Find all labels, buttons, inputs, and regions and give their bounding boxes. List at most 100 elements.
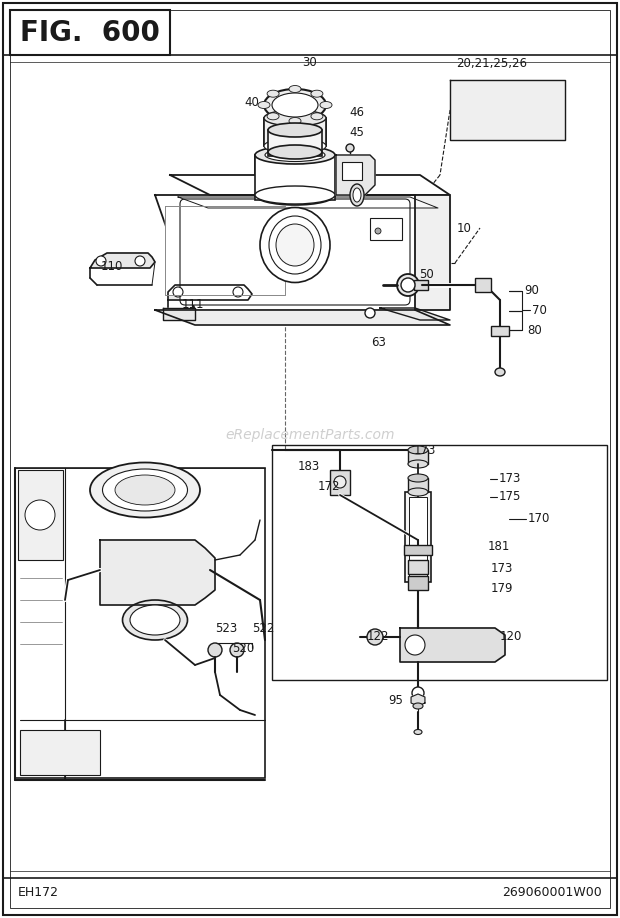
Ellipse shape: [255, 146, 335, 164]
Text: 173: 173: [499, 473, 521, 486]
Text: 179: 179: [491, 583, 513, 596]
Bar: [272, 445, 607, 680]
Circle shape: [96, 256, 106, 266]
Ellipse shape: [408, 460, 428, 468]
Text: 122: 122: [367, 631, 389, 644]
Text: 522: 522: [252, 621, 275, 634]
Ellipse shape: [353, 188, 361, 202]
Ellipse shape: [408, 446, 428, 454]
Text: 95: 95: [388, 693, 403, 707]
Bar: [370, 218, 402, 240]
Ellipse shape: [276, 224, 314, 266]
Bar: [491, 326, 509, 336]
Ellipse shape: [264, 89, 326, 121]
Bar: [18, 470, 63, 560]
Text: 110: 110: [101, 261, 123, 274]
Ellipse shape: [102, 469, 187, 511]
Polygon shape: [165, 206, 285, 295]
Text: 45: 45: [349, 127, 364, 140]
Bar: [15, 468, 265, 778]
Ellipse shape: [255, 186, 335, 204]
Ellipse shape: [267, 90, 279, 97]
Ellipse shape: [123, 600, 187, 640]
Polygon shape: [155, 310, 450, 325]
Bar: [404, 545, 432, 555]
Text: 80: 80: [527, 323, 542, 337]
Ellipse shape: [115, 475, 175, 505]
Text: 120: 120: [500, 631, 523, 644]
Polygon shape: [100, 540, 215, 605]
Text: 269060001W00: 269060001W00: [502, 887, 602, 900]
Bar: [408, 560, 428, 574]
Bar: [10, 10, 170, 55]
Bar: [264, 118, 326, 146]
Bar: [409, 497, 427, 577]
Ellipse shape: [264, 110, 326, 126]
Circle shape: [173, 287, 183, 297]
Text: 70: 70: [532, 305, 547, 318]
Bar: [408, 576, 428, 590]
Ellipse shape: [311, 113, 323, 120]
Polygon shape: [155, 195, 450, 310]
Text: 111: 111: [182, 298, 205, 311]
Ellipse shape: [268, 123, 322, 137]
Ellipse shape: [269, 216, 321, 274]
Ellipse shape: [260, 207, 330, 283]
Circle shape: [230, 643, 244, 657]
Ellipse shape: [264, 138, 326, 154]
Circle shape: [365, 308, 375, 318]
Bar: [268, 130, 322, 156]
Polygon shape: [168, 285, 252, 300]
Text: 40: 40: [244, 96, 259, 109]
Polygon shape: [178, 197, 438, 208]
Text: 30: 30: [302, 57, 317, 70]
FancyBboxPatch shape: [180, 199, 410, 305]
Ellipse shape: [408, 474, 428, 482]
Text: 175: 175: [499, 490, 521, 503]
Ellipse shape: [334, 476, 346, 488]
Text: 173: 173: [414, 443, 436, 456]
Polygon shape: [163, 308, 195, 320]
Ellipse shape: [90, 463, 200, 518]
Circle shape: [375, 228, 381, 234]
Polygon shape: [380, 308, 450, 320]
Ellipse shape: [25, 500, 55, 530]
Ellipse shape: [258, 102, 270, 108]
Text: 173: 173: [491, 563, 513, 576]
Ellipse shape: [265, 149, 325, 162]
Polygon shape: [411, 694, 425, 706]
Ellipse shape: [289, 118, 301, 125]
Text: FIG.  600: FIG. 600: [20, 19, 160, 47]
Ellipse shape: [130, 605, 180, 635]
Ellipse shape: [397, 274, 419, 296]
Bar: [405, 492, 431, 582]
Text: 10: 10: [457, 221, 472, 234]
Bar: [20, 730, 100, 775]
Circle shape: [346, 144, 354, 152]
Text: 520: 520: [232, 642, 254, 655]
Polygon shape: [336, 155, 375, 195]
Text: 20,21,25,26: 20,21,25,26: [456, 57, 527, 70]
Ellipse shape: [413, 703, 423, 709]
Bar: [414, 280, 428, 290]
Text: eReplacementParts.com: eReplacementParts.com: [225, 428, 395, 442]
Ellipse shape: [350, 184, 364, 206]
Polygon shape: [400, 628, 505, 662]
Ellipse shape: [272, 93, 318, 117]
Circle shape: [405, 635, 425, 655]
Bar: [255, 155, 335, 200]
Circle shape: [412, 687, 424, 699]
Text: 46: 46: [349, 106, 364, 119]
Polygon shape: [90, 253, 155, 268]
Bar: [408, 450, 428, 464]
Text: 183: 183: [298, 461, 321, 474]
Circle shape: [208, 643, 222, 657]
Circle shape: [233, 287, 243, 297]
Ellipse shape: [263, 187, 327, 203]
Ellipse shape: [320, 102, 332, 108]
Ellipse shape: [268, 145, 322, 159]
Ellipse shape: [289, 85, 301, 93]
Ellipse shape: [408, 488, 428, 496]
Ellipse shape: [267, 113, 279, 120]
Bar: [330, 470, 350, 495]
